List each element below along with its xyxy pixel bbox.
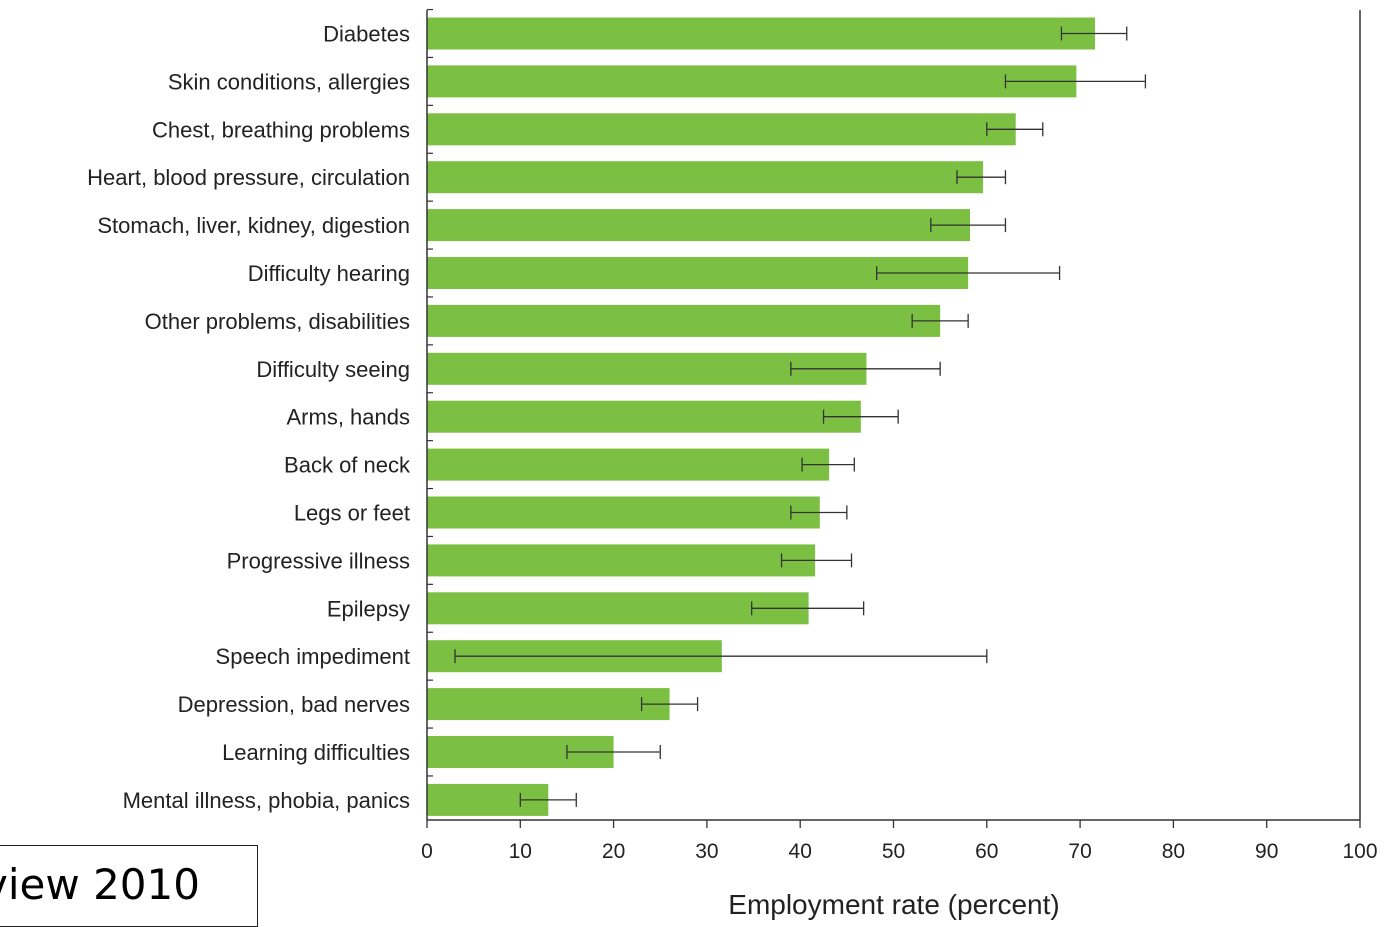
bar	[427, 65, 1077, 98]
bar	[427, 17, 1096, 50]
x-tick-label: 100	[1342, 840, 1377, 863]
category-label: Depression, bad nerves	[178, 692, 410, 717]
x-tick-label: 0	[421, 840, 433, 863]
bar	[427, 688, 670, 721]
x-tick-label: 50	[882, 840, 905, 863]
x-tick-label: 20	[602, 840, 625, 863]
category-label: Speech impediment	[216, 644, 410, 669]
x-tick-label: 80	[1162, 840, 1185, 863]
source-label-box: view 2010	[0, 845, 258, 927]
x-axis-title: Employment rate (percent)	[728, 889, 1059, 920]
category-label: Arms, hands	[287, 405, 411, 430]
category-label: Heart, blood pressure, circulation	[87, 165, 410, 190]
x-tick-label: 30	[695, 840, 718, 863]
category-label: Difficulty seeing	[256, 357, 410, 382]
bar	[427, 304, 941, 337]
bar	[427, 161, 984, 194]
x-tick-label: 40	[789, 840, 812, 863]
bar	[427, 209, 971, 242]
bar	[427, 448, 830, 481]
category-label: Other problems, disabilities	[145, 309, 410, 334]
category-label: Legs or feet	[294, 501, 410, 526]
axes-layer: Diabetes Skin conditions, allergies Chest,…	[87, 8, 1378, 863]
category-label: Back of neck	[284, 453, 411, 478]
bar	[427, 496, 820, 529]
category-label: Learning difficulties	[222, 740, 410, 765]
x-tick-label: 90	[1255, 840, 1278, 863]
category-label: Epilepsy	[327, 596, 410, 621]
bars-layer	[427, 17, 1096, 816]
category-label: Progressive illness	[227, 548, 410, 573]
bar	[427, 592, 809, 625]
source-label: view 2010	[0, 860, 200, 909]
category-label: Mental illness, phobia, panics	[123, 788, 410, 813]
category-label: Stomach, liver, kidney, digestion	[97, 213, 410, 238]
category-label: Skin conditions, allergies	[168, 69, 410, 94]
bar	[427, 400, 861, 433]
x-tick-label: 60	[975, 840, 998, 863]
x-tick-label: 10	[509, 840, 532, 863]
x-tick-label: 70	[1068, 840, 1091, 863]
category-label: Difficulty hearing	[248, 261, 410, 286]
bar	[427, 113, 1016, 146]
error-bars-layer	[454, 26, 1147, 807]
category-label: Chest, breathing problems	[152, 117, 410, 142]
bar	[427, 544, 816, 577]
category-label: Diabetes	[323, 22, 410, 47]
